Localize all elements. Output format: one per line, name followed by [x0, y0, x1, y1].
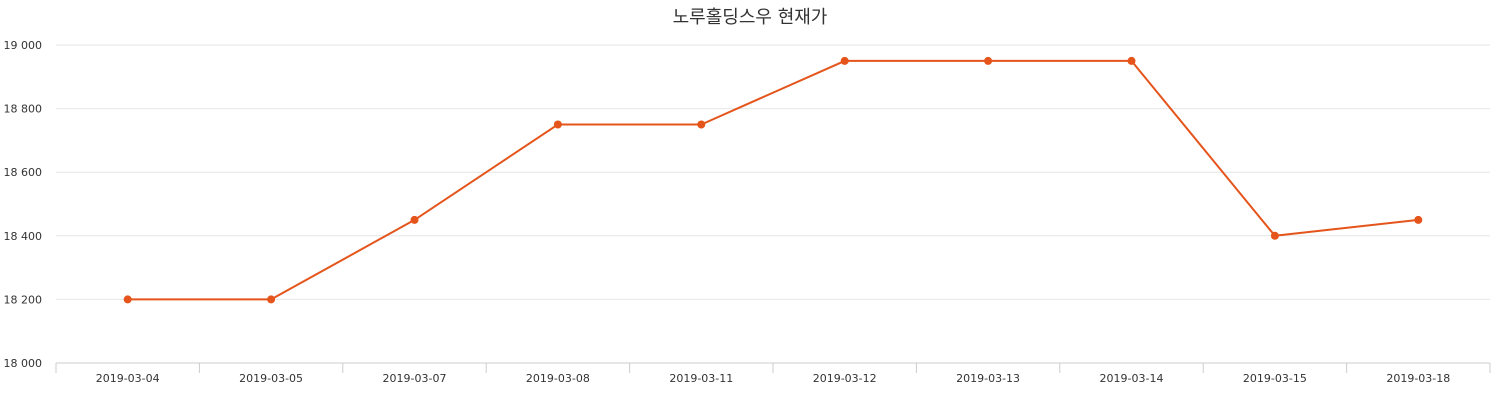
data-point[interactable]: [1127, 56, 1136, 65]
y-tick-label: 19 000: [4, 39, 43, 52]
series-layer: [123, 56, 1423, 304]
y-tick-label: 18 800: [4, 103, 43, 116]
data-point[interactable]: [984, 56, 993, 65]
x-tick-label: 2019-03-15: [1243, 372, 1307, 385]
data-point[interactable]: [410, 215, 419, 224]
data-point[interactable]: [697, 120, 706, 129]
x-tick-label: 2019-03-04: [96, 372, 160, 385]
y-tick-label: 18 000: [4, 357, 43, 370]
x-tick-label: 2019-03-14: [1100, 372, 1164, 385]
data-point[interactable]: [1270, 231, 1279, 240]
data-point[interactable]: [553, 120, 562, 129]
y-gridlines: [56, 44, 1490, 300]
x-axis: 2019-03-04 2019-03-05 2019-03-07 2019-03-08…: [55, 362, 1491, 385]
y-tick-label: 18 400: [4, 230, 43, 243]
y-tick-label: 18 200: [4, 293, 43, 306]
data-point[interactable]: [1414, 215, 1423, 224]
x-tick-label: 2019-03-12: [813, 372, 877, 385]
x-tick-label: 2019-03-08: [526, 372, 590, 385]
data-point[interactable]: [267, 295, 276, 304]
x-tick-label: 2019-03-05: [239, 372, 303, 385]
x-tick-label: 2019-03-11: [669, 372, 733, 385]
series-line: [127, 59, 1419, 301]
x-tick-label: 2019-03-18: [1386, 372, 1450, 385]
data-point[interactable]: [123, 295, 132, 304]
y-tick-label: 18 600: [4, 166, 43, 179]
data-point[interactable]: [840, 56, 849, 65]
chart-title: 노루홀딩스우 현재가: [673, 7, 828, 28]
x-tick-label: 2019-03-07: [383, 372, 447, 385]
x-tick-label: 2019-03-13: [956, 372, 1020, 385]
y-axis-tick-labels: 18 000 18 200 18 400 18 600 18 800 19 000: [4, 39, 43, 370]
